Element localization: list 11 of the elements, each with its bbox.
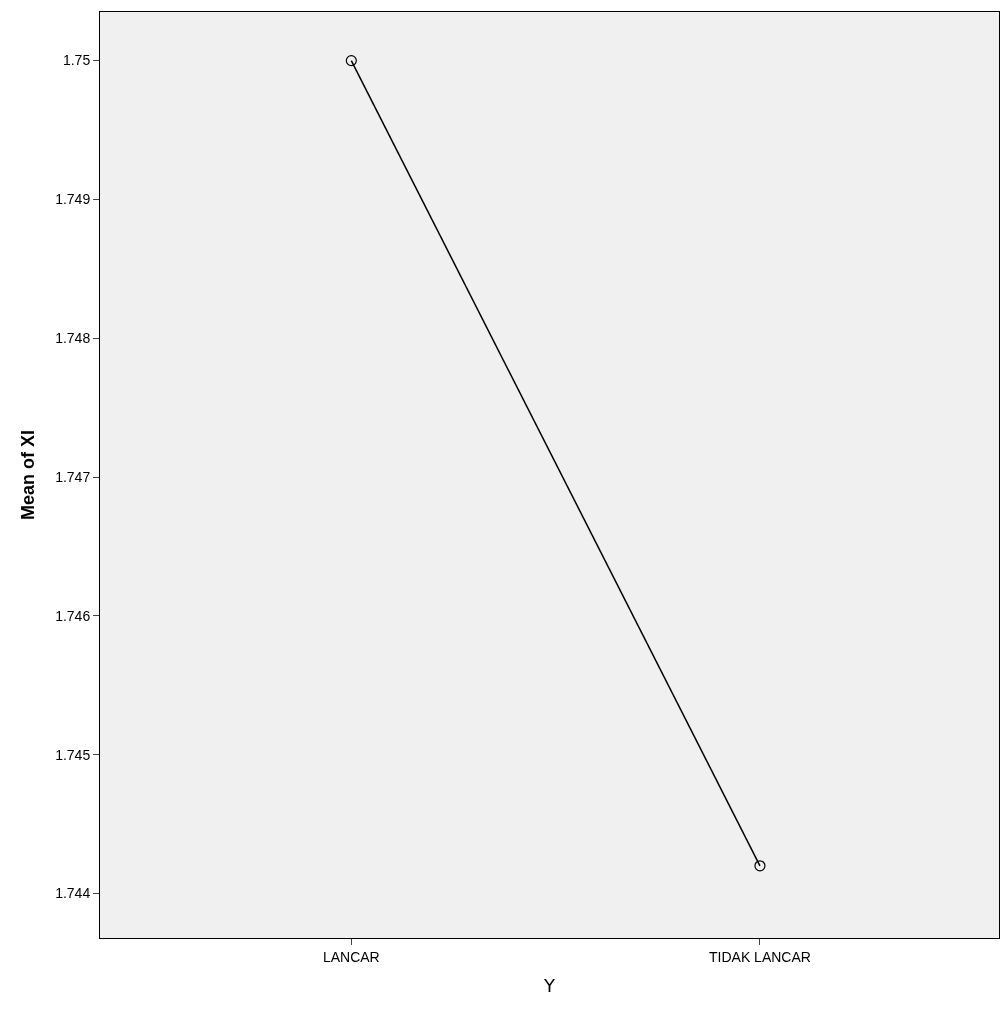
y-tick-label: 1.749 bbox=[55, 191, 91, 208]
x-tick-label: LANCAR bbox=[322, 948, 380, 965]
y-tick-label: 1.748 bbox=[55, 330, 91, 347]
y-axis-title: Mean of XI bbox=[18, 429, 39, 521]
y-tick-label: 1.745 bbox=[55, 746, 91, 763]
x-axis-title: Y bbox=[543, 974, 556, 996]
x-tick-label: TIDAK LANCAR bbox=[708, 948, 811, 965]
y-tick-label: 1.747 bbox=[55, 468, 91, 485]
y-tick-label: 1.75 bbox=[62, 52, 91, 69]
y-tick-label: 1.744 bbox=[55, 885, 91, 902]
y-tick-label: 1.746 bbox=[55, 607, 91, 624]
